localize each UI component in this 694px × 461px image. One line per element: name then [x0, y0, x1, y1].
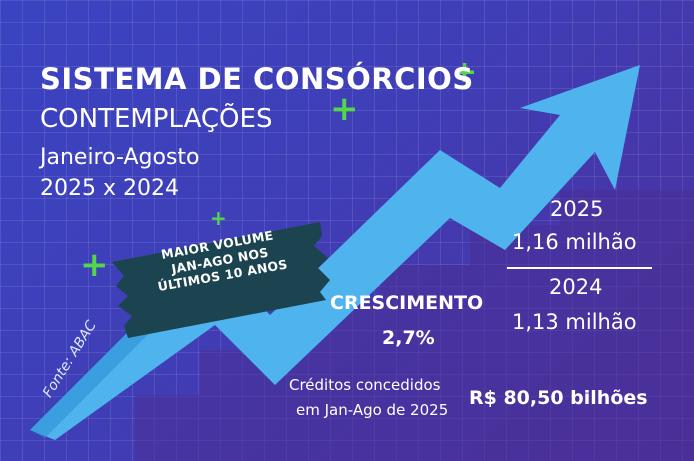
page-subtitle: CONTEMPLAÇÕES	[40, 104, 273, 134]
value-2024: 1,13 milhão	[512, 310, 637, 334]
year-2024-label: 2024	[549, 275, 603, 299]
comparison-label: 2025 x 2024	[40, 176, 179, 201]
year-2025-label: 2025	[550, 197, 604, 221]
credits-label-line-2: em Jan-Ago de 2025	[296, 401, 449, 419]
plus-icon: +	[210, 206, 227, 230]
page-title: SISTEMA DE CONSÓRCIOS	[40, 62, 474, 96]
stats-divider	[507, 267, 652, 269]
credits-label-line-1: Créditos concedidos	[289, 376, 441, 394]
growth-value: 2,7%	[382, 327, 435, 349]
plus-icon: +	[452, 55, 478, 90]
value-2025: 1,16 milhão	[512, 230, 637, 254]
plus-icon: +	[330, 89, 359, 129]
plus-icon: +	[80, 245, 109, 285]
period-label: Janeiro-Agosto	[40, 145, 200, 170]
credits-value: R$ 80,50 bilhões	[469, 387, 648, 409]
growth-label: CRESCIMENTO	[330, 292, 484, 314]
